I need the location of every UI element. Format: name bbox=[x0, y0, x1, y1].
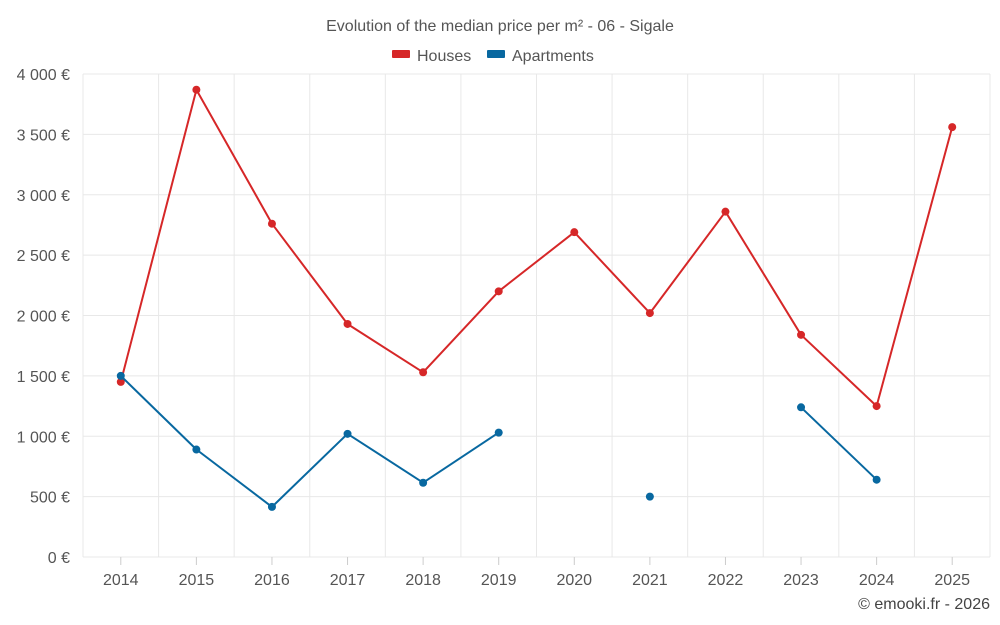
legend-houses-label[interactable]: Houses bbox=[417, 48, 471, 65]
data-point-houses[interactable] bbox=[872, 402, 881, 411]
x-tick-label: 2019 bbox=[481, 572, 517, 589]
x-tick-label: 2023 bbox=[783, 572, 819, 589]
data-point-houses[interactable] bbox=[192, 85, 201, 94]
chart-title: Evolution of the median price per m² - 0… bbox=[326, 18, 674, 35]
series-line-apartments bbox=[120, 375, 878, 508]
series-apartments bbox=[116, 371, 881, 511]
x-tick-label: 2015 bbox=[179, 572, 215, 589]
x-tick-label: 2020 bbox=[556, 572, 592, 589]
data-point-houses[interactable] bbox=[797, 330, 806, 339]
x-axis-ticks: 2014 2015 2016 2017 2018 2019 2020 2021 2022 2023… bbox=[103, 557, 970, 589]
data-point-apartments[interactable] bbox=[419, 478, 428, 487]
y-tick-label: 0 € bbox=[48, 550, 70, 567]
x-tick-label: 2025 bbox=[934, 572, 970, 589]
data-point-apartments[interactable] bbox=[116, 371, 125, 380]
series-group bbox=[116, 85, 957, 511]
x-tick-label: 2018 bbox=[405, 572, 441, 589]
legend-swatch-apartments[interactable] bbox=[487, 50, 505, 58]
data-point-apartments[interactable] bbox=[872, 475, 881, 484]
y-tick-label: 3 500 € bbox=[17, 127, 70, 144]
legend-apartments-label[interactable]: Apartments bbox=[512, 48, 594, 65]
data-point-houses[interactable] bbox=[419, 368, 428, 377]
y-tick-label: 500 € bbox=[30, 490, 70, 507]
legend-swatch-houses[interactable] bbox=[392, 50, 410, 58]
data-point-apartments[interactable] bbox=[343, 429, 352, 438]
data-point-apartments[interactable] bbox=[797, 403, 806, 412]
y-tick-label: 2 500 € bbox=[17, 248, 70, 265]
data-point-houses[interactable] bbox=[721, 207, 730, 216]
credit-text: © emooki.fr - 2026 bbox=[858, 596, 990, 613]
x-tick-label: 2014 bbox=[103, 572, 139, 589]
y-tick-label: 4 000 € bbox=[17, 67, 70, 84]
x-tick-label: 2017 bbox=[330, 572, 366, 589]
data-point-apartments[interactable] bbox=[494, 428, 503, 437]
data-point-houses[interactable] bbox=[494, 287, 503, 296]
x-tick-label: 2016 bbox=[254, 572, 290, 589]
data-point-houses[interactable] bbox=[570, 228, 579, 237]
x-tick-label: 2022 bbox=[708, 572, 744, 589]
data-point-houses[interactable] bbox=[645, 309, 654, 318]
y-tick-label: 2 000 € bbox=[17, 309, 70, 326]
y-axis-ticks: 0 € 500 € 1 000 € 1 500 € 2 000 € 2 500 € 3 00… bbox=[17, 67, 70, 567]
data-point-apartments[interactable] bbox=[645, 492, 654, 501]
y-tick-label: 1 500 € bbox=[17, 369, 70, 386]
series-line-houses bbox=[119, 88, 954, 408]
x-tick-label: 2024 bbox=[859, 572, 895, 589]
data-point-houses[interactable] bbox=[267, 219, 276, 228]
x-tick-label: 2021 bbox=[632, 572, 668, 589]
data-point-apartments[interactable] bbox=[192, 445, 201, 454]
series-houses bbox=[116, 85, 957, 411]
y-tick-label: 1 000 € bbox=[17, 429, 70, 446]
grid-lines bbox=[82, 73, 991, 558]
y-tick-label: 3 000 € bbox=[17, 188, 70, 205]
legend[interactable]: Houses Apartments bbox=[392, 48, 594, 65]
data-point-houses[interactable] bbox=[948, 123, 957, 132]
data-point-apartments[interactable] bbox=[267, 502, 276, 511]
data-point-houses[interactable] bbox=[343, 319, 352, 328]
data-point-houses[interactable] bbox=[116, 377, 125, 386]
